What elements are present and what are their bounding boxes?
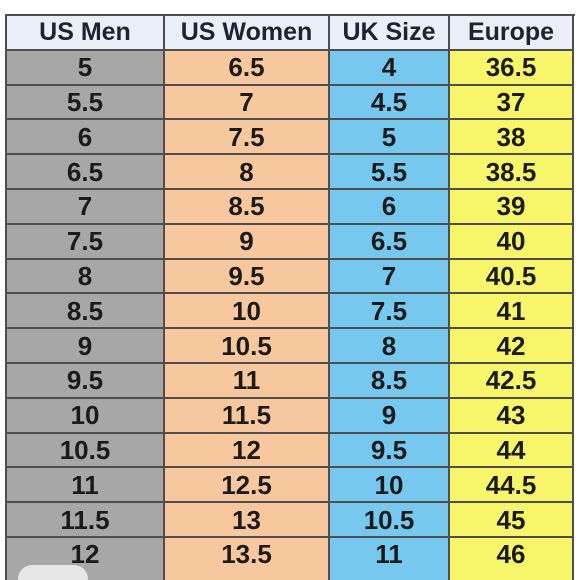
us-women-size-cell: 6.5 (165, 50, 330, 86)
header-uk-size: UK Size (330, 16, 450, 51)
uk-size-cell: 9 (330, 398, 450, 434)
header-us-women: US Women (165, 16, 330, 51)
shoe-size-table: US Men US Women UK Size Europe 5 6.5 4 3… (5, 14, 575, 573)
europe-size-cell: 40 (450, 224, 574, 260)
us-men-size-cell: 7 (7, 189, 165, 225)
us-men-size-cell: 11.5 (7, 503, 165, 538)
uk-size-cell: 9.5 (330, 433, 450, 469)
us-women-size-cell: 9 (165, 224, 330, 260)
us-men-size-cell: 6 (7, 120, 165, 156)
us-women-size-cell: 7 (165, 85, 330, 121)
header-us-men: US Men (7, 16, 165, 51)
europe-size-cell: 39 (450, 189, 574, 225)
camera-overlay (18, 565, 88, 580)
europe-size-cell: 46 (450, 537, 574, 573)
uk-size-cell: 10.5 (330, 503, 450, 538)
us-men-size-cell: 5.5 (7, 85, 165, 121)
uk-size-cell: 5 (330, 120, 450, 156)
europe-size-cell: 44.5 (450, 468, 574, 504)
us-men-size-cell: 11 (7, 468, 165, 504)
cropped-us-women-cell (165, 567, 330, 580)
us-men-size-cell: 8 (7, 259, 165, 295)
us-women-size-cell: 12 (165, 433, 330, 469)
uk-size-cell: 8.5 (330, 363, 450, 399)
us-men-size-cell: 10.5 (7, 433, 165, 469)
us-women-size-cell: 7.5 (165, 120, 330, 156)
us-men-size-cell: 6.5 (7, 155, 165, 190)
uk-size-cell: 6.5 (330, 224, 450, 260)
cropped-next-row (5, 567, 575, 580)
europe-size-cell: 42 (450, 329, 574, 364)
us-women-size-cell: 11 (165, 363, 330, 399)
us-women-size-cell: 8.5 (165, 189, 330, 225)
europe-size-cell: 36.5 (450, 50, 574, 86)
us-men-size-cell: 8.5 (7, 294, 165, 330)
europe-size-cell: 45 (450, 503, 574, 538)
cropped-europe-cell (450, 567, 574, 580)
us-women-size-cell: 10 (165, 294, 330, 330)
uk-size-cell: 4 (330, 50, 450, 86)
us-women-size-cell: 11.5 (165, 398, 330, 434)
us-men-size-cell: 10 (7, 398, 165, 434)
europe-size-cell: 42.5 (450, 363, 574, 399)
europe-size-cell: 41 (450, 294, 574, 330)
europe-size-cell: 43 (450, 398, 574, 434)
uk-size-cell: 7 (330, 259, 450, 295)
us-women-size-cell: 9.5 (165, 259, 330, 295)
us-women-size-cell: 8 (165, 155, 330, 190)
europe-size-cell: 44 (450, 433, 574, 469)
us-men-size-cell: 5 (7, 50, 165, 86)
us-women-size-cell: 12.5 (165, 468, 330, 504)
us-women-size-cell: 10.5 (165, 329, 330, 364)
uk-size-cell: 5.5 (330, 155, 450, 190)
uk-size-cell: 7.5 (330, 294, 450, 330)
europe-size-cell: 38.5 (450, 155, 574, 190)
uk-size-cell: 8 (330, 329, 450, 364)
us-women-size-cell: 13 (165, 503, 330, 538)
us-men-size-cell: 7.5 (7, 224, 165, 260)
us-men-size-cell: 9 (7, 329, 165, 364)
uk-size-cell: 4.5 (330, 85, 450, 121)
uk-size-cell: 6 (330, 189, 450, 225)
europe-size-cell: 38 (450, 120, 574, 156)
europe-size-cell: 40.5 (450, 259, 574, 295)
cropped-uk-size-cell (330, 567, 450, 580)
us-men-size-cell: 9.5 (7, 363, 165, 399)
uk-size-cell: 10 (330, 468, 450, 504)
europe-size-cell: 37 (450, 85, 574, 121)
uk-size-cell: 11 (330, 537, 450, 573)
header-europe: Europe (450, 16, 574, 51)
